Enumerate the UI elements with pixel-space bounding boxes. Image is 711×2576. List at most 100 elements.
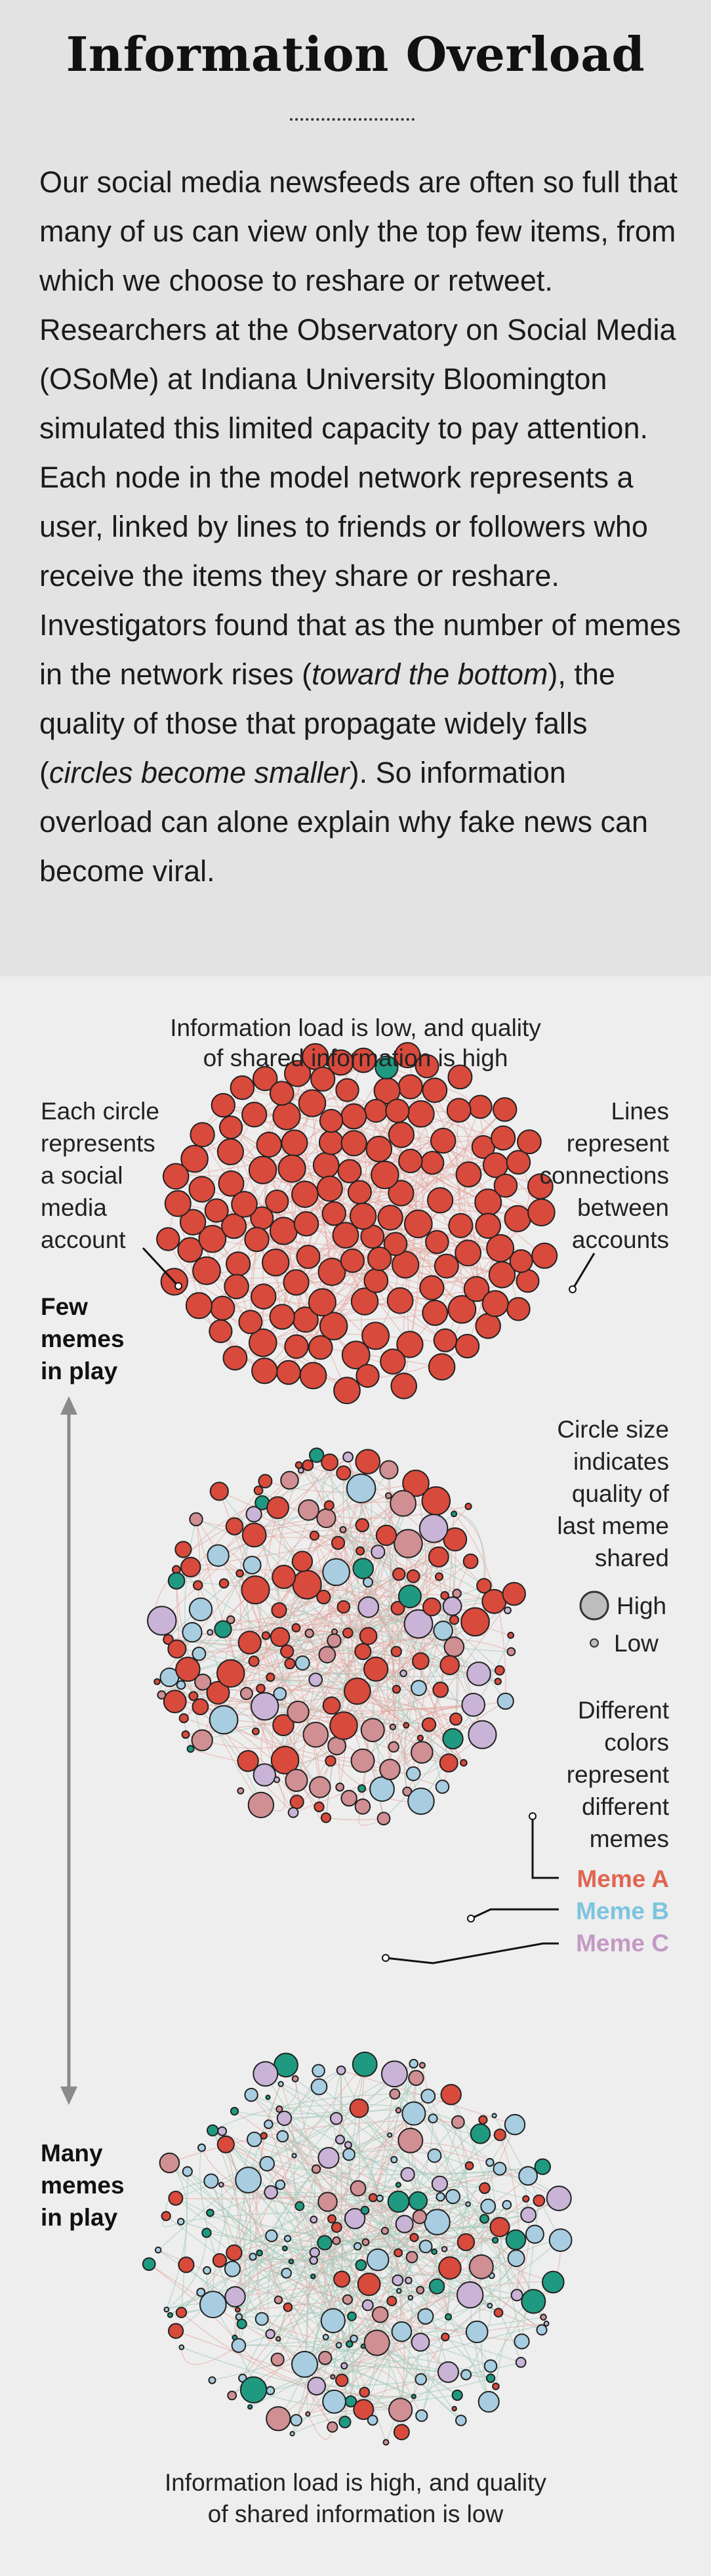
meme-c-target	[382, 1954, 390, 1962]
account-node	[460, 2369, 472, 2380]
account-node	[387, 2190, 410, 2213]
account-node	[419, 1275, 445, 1300]
account-node	[460, 1758, 468, 1767]
network-edge	[193, 1695, 430, 1726]
account-node	[363, 1656, 389, 1682]
account-node	[281, 2268, 293, 2279]
account-node	[514, 2333, 530, 2350]
account-node	[515, 2357, 527, 2368]
size-note-line: last meme	[557, 1512, 669, 1539]
circle-note-pointer	[142, 1247, 177, 1285]
account-node	[309, 2247, 320, 2258]
account-node	[216, 1659, 245, 1688]
account-node	[460, 1607, 490, 1637]
account-node	[178, 2344, 185, 2350]
account-node	[312, 1152, 340, 1179]
account-node	[518, 2166, 538, 2186]
account-node	[317, 2192, 338, 2212]
account-node	[504, 2113, 526, 2136]
account-node	[272, 1102, 301, 1131]
network-edge	[279, 2104, 458, 2123]
account-node	[283, 2302, 293, 2312]
account-node	[327, 2214, 336, 2224]
account-node	[445, 2189, 460, 2205]
account-node	[319, 1109, 344, 1133]
account-node	[543, 2320, 550, 2327]
account-node	[207, 1544, 230, 1567]
account-node	[312, 2064, 325, 2078]
account-node	[168, 2323, 184, 2339]
account-node	[280, 1644, 295, 1659]
network-edge	[299, 2064, 365, 2207]
account-node	[407, 2295, 414, 2301]
account-node	[309, 1530, 319, 1541]
account-node	[216, 2135, 235, 2153]
account-node	[494, 1678, 502, 1686]
account-node	[335, 1782, 345, 1792]
account-node	[375, 1055, 399, 1079]
account-node	[325, 1755, 336, 1767]
account-node	[408, 2069, 424, 2087]
account-node	[366, 2248, 390, 2272]
account-node	[522, 2195, 530, 2203]
account-node	[265, 2329, 275, 2339]
account-node	[505, 2229, 527, 2251]
account-node	[336, 2066, 346, 2075]
account-node	[451, 2389, 463, 2401]
account-node	[394, 1529, 423, 1558]
account-node	[390, 1489, 416, 1517]
account-node	[449, 1615, 460, 1625]
account-node	[226, 1251, 251, 1277]
network-edge	[181, 2345, 239, 2365]
account-node	[342, 1451, 354, 1463]
network-edge	[238, 2180, 251, 2346]
account-node	[287, 1807, 299, 1818]
account-node	[208, 2376, 216, 2384]
account-node	[396, 2288, 402, 2294]
account-node	[438, 2256, 462, 2280]
account-node	[390, 1373, 418, 1400]
account-node	[517, 1129, 542, 1155]
network-edge	[195, 1495, 389, 1528]
account-node	[356, 1546, 365, 1556]
network-edge	[251, 2094, 399, 2253]
account-node	[403, 1609, 434, 1639]
account-node	[516, 1269, 540, 1293]
account-node	[431, 2175, 449, 2192]
account-node	[302, 1459, 314, 1471]
account-node	[468, 2254, 494, 2279]
network-edge	[275, 1103, 313, 1263]
few-memes-label: memes	[41, 1325, 125, 1352]
account-node	[226, 2244, 243, 2262]
account-node	[275, 2105, 283, 2113]
account-node	[321, 1453, 339, 1471]
network-edge	[340, 2070, 489, 2207]
account-node	[243, 1556, 262, 1575]
account-node	[346, 1473, 376, 1504]
network-edge	[499, 2134, 520, 2295]
diagram-panel: Information load is low, and quality of …	[0, 976, 711, 2576]
account-node	[322, 2333, 329, 2340]
account-node	[463, 1276, 490, 1302]
meme-c-pointer	[385, 1942, 559, 1964]
account-node	[309, 1447, 325, 1463]
intro-text-1: Our social media newsfeeds are often so …	[39, 165, 681, 691]
account-node	[347, 2311, 357, 2321]
page-title: Information Overload	[66, 26, 645, 82]
account-node	[274, 2295, 283, 2304]
account-node	[506, 1647, 516, 1657]
account-node	[475, 1213, 502, 1239]
account-node	[395, 2182, 401, 2188]
account-node	[427, 2148, 442, 2163]
account-node	[269, 1216, 298, 1245]
account-node	[320, 1812, 332, 1823]
account-node	[272, 1714, 295, 1736]
network-edge	[300, 1470, 485, 1587]
account-node	[308, 1335, 333, 1360]
account-node	[217, 2126, 228, 2136]
network-edge	[398, 2291, 430, 2416]
account-node	[542, 2270, 565, 2294]
intro-italic-1: toward the bottom	[312, 657, 548, 691]
account-node	[253, 1763, 276, 1787]
account-node	[418, 1514, 449, 1543]
